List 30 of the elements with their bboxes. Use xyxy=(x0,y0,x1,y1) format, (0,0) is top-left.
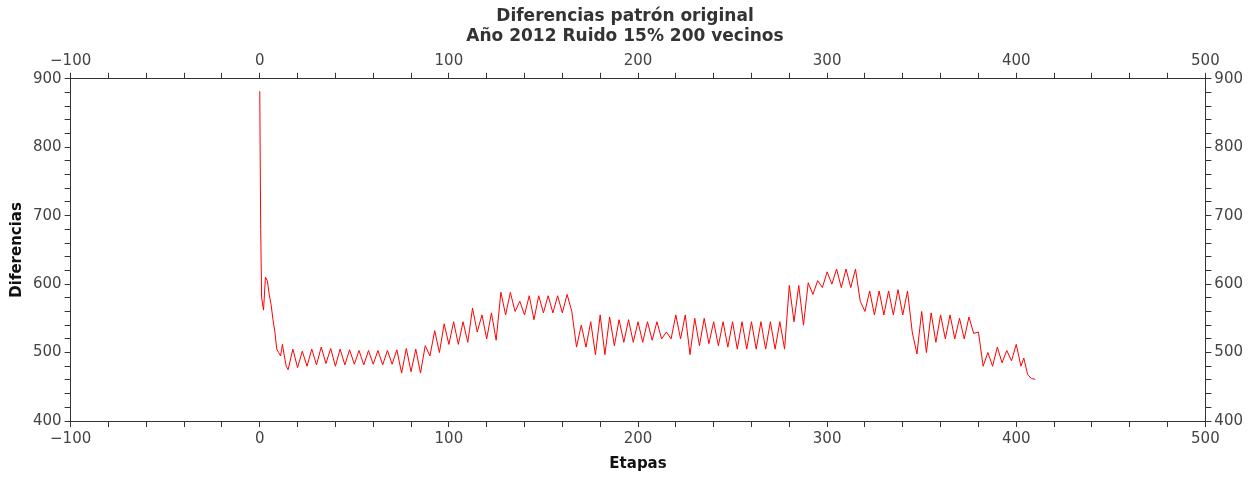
chart-subtitle: Año 2012 Ruido 15% 200 vecinos xyxy=(466,25,784,46)
y2-tick-label: 500 xyxy=(1214,342,1244,361)
chart-title: Diferencias patrón original xyxy=(496,4,754,25)
y2-tick-label: 900 xyxy=(1214,68,1244,87)
x-tick-label: 500 xyxy=(1191,428,1220,447)
x-tick-label: 400 xyxy=(1001,428,1031,447)
x2-tick-label: 400 xyxy=(1001,50,1031,69)
x2-tick-label: 200 xyxy=(623,50,653,69)
y-tick-label: 800 xyxy=(32,137,62,156)
y2-tick-label: 400 xyxy=(1214,410,1244,429)
y-tick-label: 400 xyxy=(32,410,62,429)
x-tick-label: 100 xyxy=(434,428,464,447)
y-tick-label: 900 xyxy=(32,68,62,87)
y-tick-label: 500 xyxy=(32,342,62,361)
x-tick-label: 0 xyxy=(254,428,265,447)
y2-tick-label: 800 xyxy=(1214,137,1244,156)
y2-tick-label: 600 xyxy=(1214,274,1244,293)
x-tick-label: −100 xyxy=(50,428,92,447)
y-tick-label: 600 xyxy=(32,274,62,293)
x2-tick-label: 100 xyxy=(434,50,464,69)
y-tick-label: 700 xyxy=(32,205,62,224)
x-tick-label: 200 xyxy=(623,428,653,447)
x-axis-title: Etapas xyxy=(609,453,667,472)
x2-tick-label: 500 xyxy=(1191,50,1220,69)
x2-tick-label: 300 xyxy=(812,50,842,69)
x2-tick-label: 0 xyxy=(254,50,265,69)
x-tick-label: 300 xyxy=(812,428,842,447)
y-axis-title: Diferencias xyxy=(6,202,25,298)
y2-tick-label: 700 xyxy=(1214,205,1244,224)
x2-tick-label: −100 xyxy=(50,50,92,69)
